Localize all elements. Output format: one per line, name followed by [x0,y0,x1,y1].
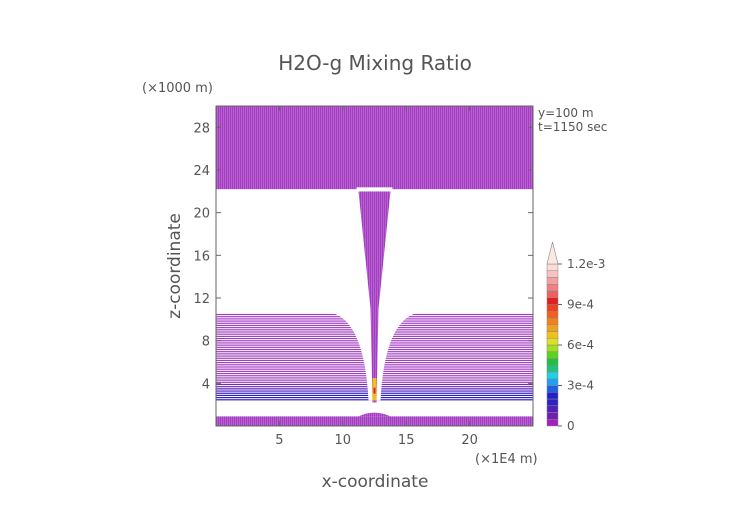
colorbar-tick-label: 1.2e-3 [567,257,605,271]
colorbar-segment [546,412,559,420]
colorbar-segment [546,419,559,427]
x-tick-label: 5 [275,433,283,448]
upper-layer [216,106,533,190]
y-tick-label: 8 [202,335,210,350]
plume-cap [356,187,393,192]
colorbar-segment [546,324,559,332]
y-axis-label: z-coordinate [165,213,185,319]
colorbar-segment [546,304,559,312]
y-tick-label: 12 [193,292,210,307]
colorbar-segment [546,338,559,346]
colorbar-tick-label: 9e-4 [567,298,594,312]
plot-frame [215,105,534,427]
colorbar-tick-label: 3e-4 [567,379,594,393]
colorbar-segment [546,317,559,325]
colorbar-segment [546,385,559,393]
colorbar-segment [546,263,559,271]
plume-column [358,191,391,403]
x-unit-label: (×1E4 m) [475,452,538,467]
chart-title: H2O-g Mixing Ratio [278,51,472,75]
x-tick-label: 15 [398,433,415,448]
plume-core-peak [373,387,376,394]
y-tick-label: 24 [193,164,210,179]
y-unit-label: (×1000 m) [142,81,213,96]
colorbar-segment [546,358,559,366]
annotation-y: y=100 m [538,106,594,120]
colorbar-segment [546,297,559,305]
colorbar-segment [546,311,559,319]
x-axis-label: x-coordinate [322,472,429,492]
colorbar-extend-arrow [546,241,559,265]
colorbar-segment [546,277,559,285]
colorbar-segment [546,284,559,292]
y-tick-label: 28 [193,121,210,136]
y-tick-label: 16 [193,249,210,264]
colorbar-segment [546,331,559,339]
colorbar-tick-label: 0 [567,419,575,433]
colorbar-segment [546,344,559,352]
colorbar-segment [546,405,559,413]
colorbar-segment [546,290,559,298]
plume-base [358,412,391,417]
colorbar-tick-label: 6e-4 [567,338,594,352]
colorbar-segment [546,398,559,406]
y-tick-label: 4 [202,377,210,392]
colorbar-segment [546,351,559,359]
colorbar-segment [546,392,559,400]
surface-layer [216,416,533,426]
x-tick-label: 10 [335,433,352,448]
y-tick-label: 20 [193,207,210,222]
colorbar-segment [546,365,559,373]
colorbar: 0 3e-4 6e-4 9e-4 1.2e-3 [546,241,605,433]
colorbar-segment [546,270,559,278]
colorbar-segment [546,371,559,379]
colorbar-segment [546,378,559,386]
annotation-t: t=1150 sec [538,120,607,134]
x-tick-label: 20 [461,433,478,448]
